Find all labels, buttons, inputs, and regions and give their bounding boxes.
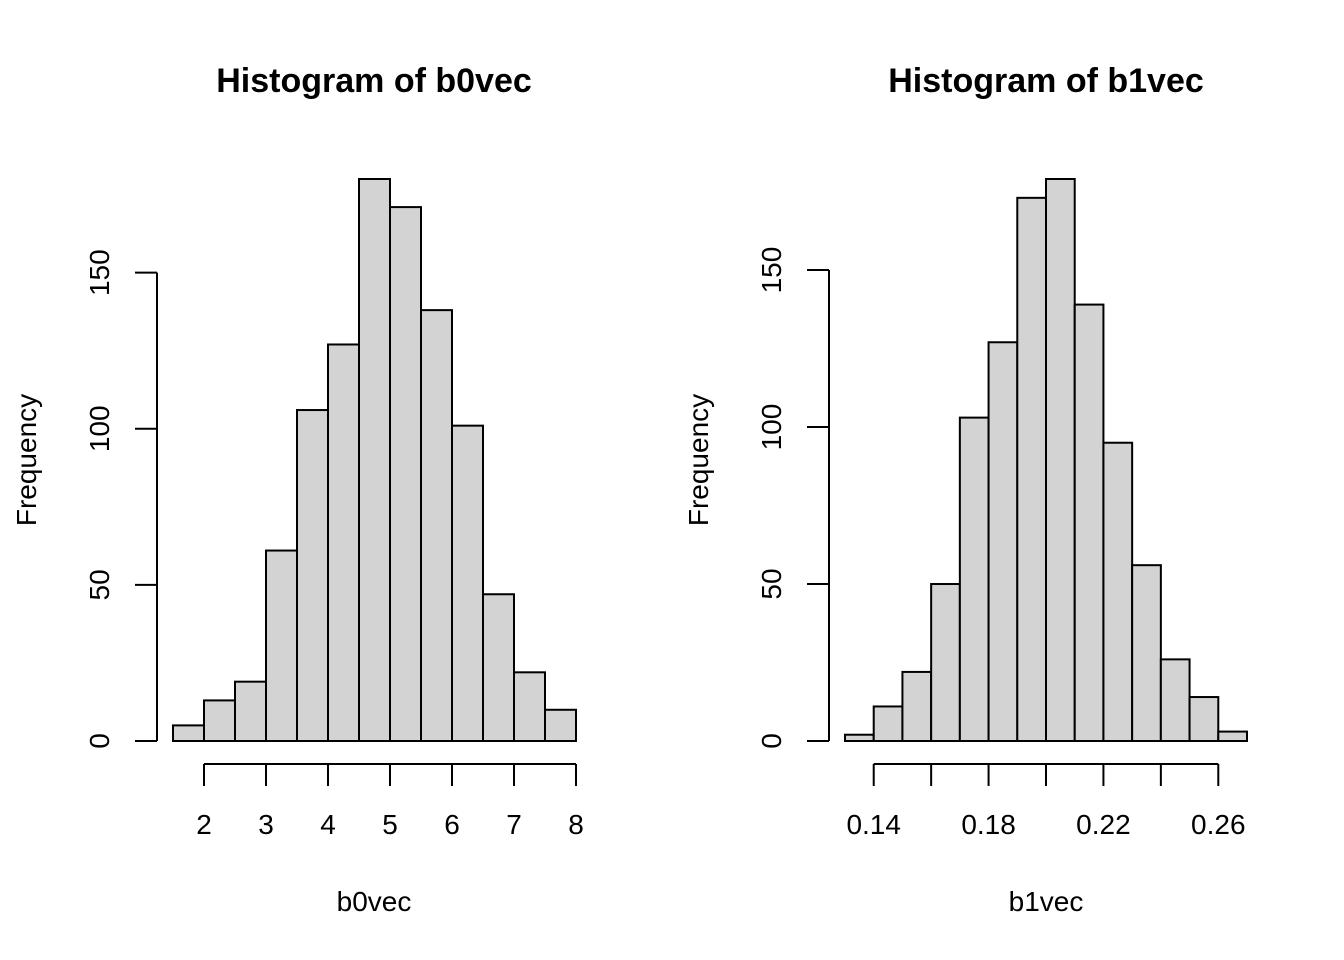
histogram-bar: [327, 343, 360, 742]
histogram-bar: [358, 178, 391, 742]
y-tick-label: 100: [84, 405, 115, 452]
histogram-bar: [389, 206, 422, 743]
x-tick-label: 7: [506, 809, 522, 840]
x-tick-label: 8: [568, 809, 584, 840]
y-tick-label: 0: [756, 733, 787, 749]
histogram-bar: [1073, 303, 1105, 742]
x-tick-label: 4: [320, 809, 336, 840]
histogram-bar: [420, 309, 453, 742]
histogram-bar: [544, 708, 577, 742]
histogram-bar: [1131, 564, 1162, 742]
x-axis-label: b0vec: [337, 886, 412, 917]
y-tick-label: 150: [84, 249, 115, 296]
histogram-bar: [1188, 696, 1220, 742]
histogram-bar: [172, 724, 205, 743]
histogram-bar: [987, 341, 1019, 742]
x-axis-label: b1vec: [1009, 886, 1084, 917]
histogram-bar: [901, 670, 933, 742]
histogram-bar: [451, 424, 484, 742]
y-axis: 0 50 100 150: [756, 247, 830, 749]
x-tick-label: 0.26: [1191, 809, 1246, 840]
y-tick-label: 50: [756, 568, 787, 599]
histogram-bar: [1045, 178, 1076, 742]
x-tick-label: 0.22: [1076, 809, 1131, 840]
x-tick-label: 0.14: [846, 809, 901, 840]
y-tick-label: 150: [756, 247, 787, 294]
histogram-bar: [296, 409, 329, 742]
y-axis-label: Frequency: [683, 394, 714, 526]
histogram-bar: [1159, 658, 1191, 742]
x-axis: 2 3 4 5 6 7 8: [196, 763, 584, 840]
x-tick-label: 3: [258, 809, 274, 840]
chart-title: Histogram of b0vec: [216, 62, 532, 100]
histogram-panel-b1vec: Histogram of b1vec 0.14 0.18 0.22 0.26 0 50 1…: [683, 62, 1249, 917]
histogram-bar: [265, 549, 298, 742]
x-tick-label: 2: [196, 809, 212, 840]
histogram-bar: [1016, 196, 1047, 742]
histogram-bar: [930, 583, 961, 743]
bars-group: [172, 178, 577, 743]
histogram-bar: [203, 699, 236, 743]
x-tick-label: 0.18: [961, 809, 1016, 840]
chart-title: Histogram of b1vec: [888, 62, 1204, 100]
histogram-bar: [513, 671, 546, 742]
histogram-bar: [872, 705, 904, 742]
histogram-bar: [958, 416, 990, 742]
y-tick-label: 0: [84, 733, 115, 749]
x-axis: 0.14 0.18 0.22 0.26: [846, 763, 1246, 840]
histogram-bar: [1217, 730, 1249, 742]
y-axis: 0 50 100 150: [84, 249, 158, 749]
x-tick-label: 6: [444, 809, 460, 840]
y-tick-label: 50: [84, 569, 115, 600]
y-tick-label: 100: [756, 404, 787, 451]
histogram-bar: [234, 680, 267, 743]
histogram-bar: [1102, 441, 1134, 742]
histogram-bar: [482, 593, 515, 742]
histogram-bar: [844, 733, 875, 742]
histogram-panel-b0vec: Histogram of b0vec 2 3 4 5 6 7 8 0 50 100 150 b0v…: [11, 62, 584, 917]
x-tick-label: 5: [382, 809, 398, 840]
y-axis-label: Frequency: [11, 394, 42, 526]
bars-group: [844, 178, 1249, 743]
